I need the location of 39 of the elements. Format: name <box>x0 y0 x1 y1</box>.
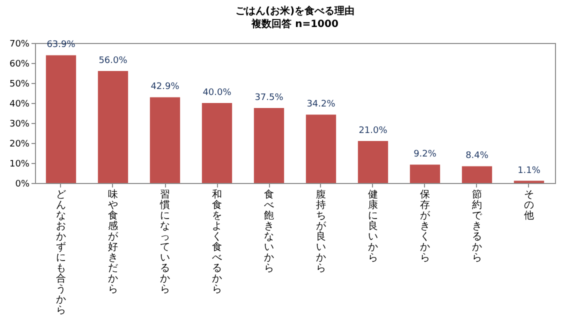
y-tick-label: 50% <box>9 80 30 90</box>
bar <box>410 164 440 183</box>
bar <box>462 166 492 183</box>
y-tick-label: 40% <box>9 100 30 110</box>
data-label: 8.4% <box>466 151 489 162</box>
x-tick-label: 健康に良いから <box>368 190 378 264</box>
data-label: 37.5% <box>254 93 284 103</box>
chart-title: ごはん(お米)を食べる理由 <box>235 5 355 17</box>
data-label: 42.9% <box>150 82 180 92</box>
x-tick-label: 腹持ちが良いから <box>316 188 327 274</box>
y-tick-label: 70% <box>9 40 30 50</box>
bar <box>46 55 76 183</box>
x-tick-label: その他 <box>524 190 534 222</box>
x-tick-label: 食べ飽きないから <box>264 188 274 274</box>
data-label: 9.2% <box>414 150 437 160</box>
bar <box>306 114 336 183</box>
data-label: 21.0% <box>358 126 388 136</box>
bar <box>98 71 128 183</box>
y-tick-label: 0% <box>15 180 30 190</box>
y-tick-label: 60% <box>9 60 30 70</box>
bar <box>202 103 232 183</box>
data-label: 1.1% <box>518 166 541 176</box>
category-label: 習慣になっているから <box>160 190 170 295</box>
category-label: 味や食感が好きだから <box>108 190 118 295</box>
chart-subtitle: 複数回答 n=1000 <box>250 18 338 30</box>
data-label: 40.0% <box>202 88 232 98</box>
y-tick-label: 20% <box>9 140 30 150</box>
category-label: 和食をよく食べるから <box>212 190 222 295</box>
bar <box>254 108 284 183</box>
x-tick-label: 保存がきくから <box>420 190 431 264</box>
y-tick-label: 30% <box>9 120 30 130</box>
bar <box>358 141 388 183</box>
x-tick-label: 節約できるから <box>472 190 483 264</box>
y-tick-label: 10% <box>9 160 30 170</box>
category-label: どんなおかずにも合うから <box>56 190 66 316</box>
data-label: 63.9% <box>46 40 76 50</box>
bar <box>150 97 180 183</box>
data-label: 34.2% <box>306 100 336 110</box>
data-label: 56.0% <box>98 56 128 66</box>
